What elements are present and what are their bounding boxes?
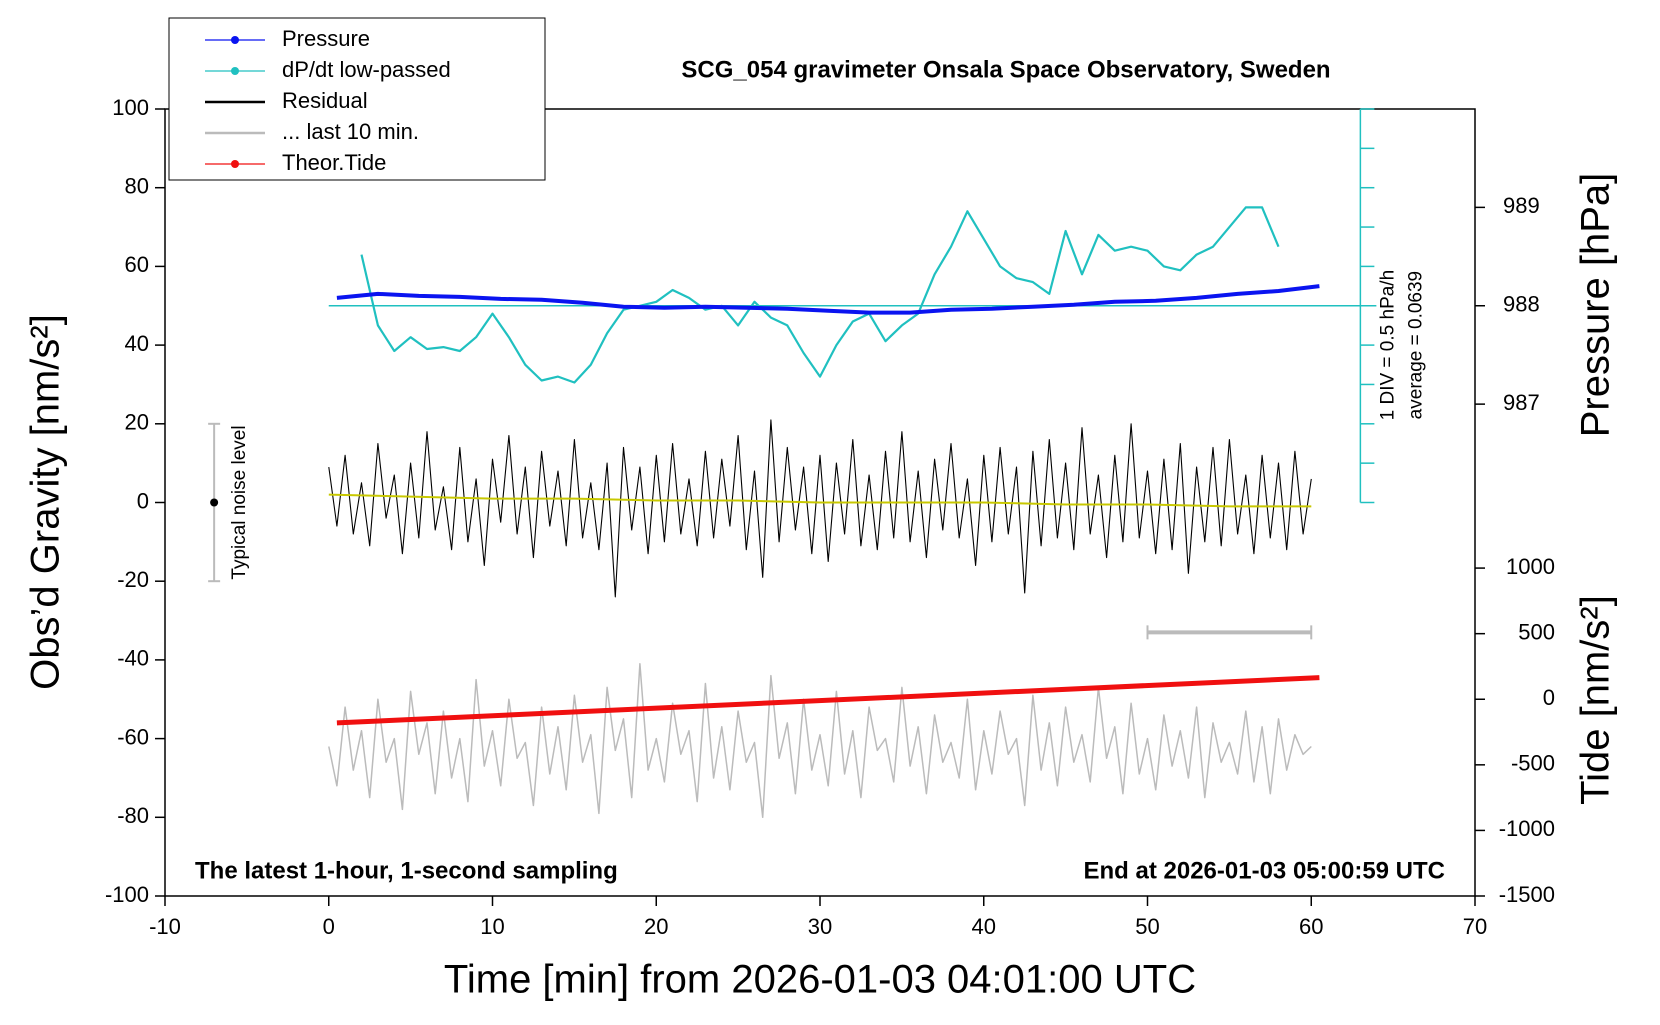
- y3-tick-label: 1000: [1506, 554, 1555, 579]
- y-tick-label: 100: [112, 95, 149, 120]
- line-series: [328, 663, 1312, 819]
- legend-marker: [231, 67, 239, 75]
- y3-tick-label: 500: [1518, 619, 1555, 644]
- x-tick-label: 10: [480, 914, 504, 939]
- y3-tick-label: 0: [1543, 685, 1555, 710]
- legend-marker: [231, 36, 239, 44]
- legend-label: Residual: [282, 88, 368, 113]
- y-tick-label: 80: [125, 174, 149, 199]
- y3-tick-label: -1000: [1499, 816, 1555, 841]
- x-tick-label: -10: [149, 914, 181, 939]
- y3-tick-label: -1500: [1499, 882, 1555, 907]
- y-tick-label: -20: [117, 567, 149, 592]
- line-series: [328, 419, 1312, 598]
- line-series: [336, 675, 1320, 726]
- chart-title: SCG_054 gravimeter Onsala Space Observat…: [681, 56, 1330, 83]
- y-tick-label: -80: [117, 803, 149, 828]
- y2-tick-label: 988: [1503, 292, 1540, 317]
- legend-label: Pressure: [282, 26, 370, 51]
- x-tick-label: 70: [1463, 914, 1487, 939]
- y3-axis-label: Tide [nm/s²]: [1574, 595, 1618, 805]
- smoothed-residual: [328, 493, 1312, 508]
- annotation: End at 2026-01-03 05:00:59 UTC: [1084, 857, 1446, 884]
- x-tick-label: 20: [644, 914, 668, 939]
- x-tick-label: 0: [323, 914, 335, 939]
- y-tick-label: 60: [125, 252, 149, 277]
- x-axis-label: Time [min] from 2026-01-03 04:01:00 UTC: [444, 958, 1196, 1002]
- legend-label: ... last 10 min.: [282, 119, 419, 144]
- x-tick-label: 60: [1299, 914, 1323, 939]
- x-tick-label: 50: [1135, 914, 1159, 939]
- y-tick-label: 0: [137, 488, 149, 513]
- dpdt-average-label: average = 0.0639: [1405, 271, 1426, 419]
- y-tick-label: -100: [105, 882, 149, 907]
- y-tick-label: -40: [117, 646, 149, 671]
- y-tick-label: -60: [117, 724, 149, 749]
- y2-tick-label: 989: [1503, 193, 1540, 218]
- line-series: [336, 284, 1320, 315]
- x-tick-label: 30: [808, 914, 832, 939]
- legend-box: [168, 17, 546, 181]
- y2-tick-label: 987: [1503, 390, 1540, 415]
- y-axis-label: Obs’d Gravity [nm/s²]: [24, 314, 68, 690]
- annotation: The latest 1-hour, 1-second sampling: [195, 857, 618, 884]
- y-tick-label: 20: [125, 410, 149, 435]
- legend-marker: [231, 160, 239, 168]
- y-tick-label: 40: [125, 331, 149, 356]
- dpdt-div-label: 1 DIV = 0.5 hPa/h: [1377, 270, 1398, 421]
- y2-axis-label: Pressure [hPa]: [1574, 173, 1618, 438]
- line-series: [360, 206, 1280, 384]
- x-tick-label: 40: [972, 914, 996, 939]
- noise-center: [210, 498, 219, 507]
- y3-tick-label: -500: [1511, 751, 1555, 776]
- legend-label: Theor.Tide: [282, 150, 386, 175]
- noise-label: Typical noise level: [229, 425, 250, 579]
- legend: Pressure dP/dt low-passed Residual ... last…: [168, 17, 546, 181]
- legend-label: dP/dt low-passed: [282, 57, 451, 82]
